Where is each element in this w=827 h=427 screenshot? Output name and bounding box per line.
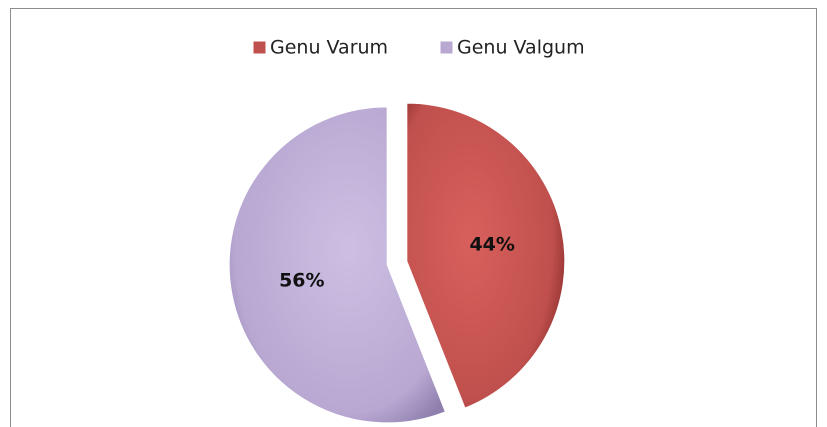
data-label: 44% [469, 233, 514, 255]
legend-swatch [252, 40, 267, 55]
pie-slice [228, 106, 446, 424]
legend-label: Genu Valgum [457, 37, 585, 59]
pie-slice [406, 102, 566, 409]
legend: Genu Varum Genu Valgum [252, 37, 585, 59]
pie: 44% 56% [228, 102, 566, 424]
data-label: 56% [279, 270, 324, 292]
legend-swatch [439, 40, 454, 55]
legend-label: Genu Varum [270, 37, 388, 59]
